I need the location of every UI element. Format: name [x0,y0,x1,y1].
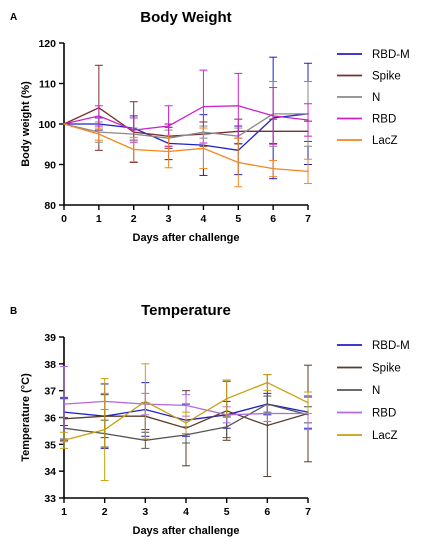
data-point [225,397,228,400]
x-tick-label: 1 [96,213,102,225]
x-tick-label: 0 [61,213,67,225]
data-point [307,401,309,404]
x-axis-label: Days after challenge [133,232,240,244]
series-line [64,113,309,151]
data-point [185,404,187,407]
series-line [63,113,308,139]
body-weight-panel: A Body Weight 80 90 100 110 120 0 1 2 3 4 5 6 7 Days af… [10,9,410,244]
data-point [307,119,309,121]
panel-letter: A [10,12,17,23]
y-tick-label: 80 [44,200,56,212]
legend-label: LacZ [372,430,398,442]
data-point [144,400,147,403]
data-point [144,439,147,442]
x-axis-label: Days after challenge [133,525,240,537]
x-tick-label: 5 [224,506,230,518]
data-point [272,167,274,170]
data-point [185,422,187,424]
x-tick-label: 1 [61,506,67,518]
data-point [132,129,135,131]
legend-label: Spike [372,71,401,83]
y-axis-label: Body weight (%) [20,81,32,167]
data-point [266,412,269,415]
y-tick-label: 39 [44,332,56,344]
y-tick-label: 36 [44,413,56,425]
data-point [266,381,269,384]
series-line [63,123,309,173]
y-tick-label: 110 [39,79,56,91]
chart-title: Body Weight [140,9,231,26]
data-point [132,148,135,151]
x-tick-label: 7 [305,506,311,518]
legend-label: RBD [372,114,396,126]
legend-label: LacZ [372,135,398,147]
data-point [225,426,228,428]
x-tick-label: 3 [166,213,172,225]
x-tick-label: 2 [102,506,108,518]
data-point [272,115,274,117]
panel-letter: B [10,306,17,317]
legend-label: RBD-M [372,49,410,61]
y-tick-label: 35 [44,439,56,451]
data-point [98,115,100,117]
y-tick-label: 100 [38,119,56,131]
data-point [185,434,187,436]
y-tick-label: 37 [44,386,56,398]
x-tick-label: 6 [270,213,276,225]
x-tick-label: 5 [235,213,241,225]
x-tick-label: 4 [201,213,207,225]
x-tick-label: 4 [183,506,189,518]
data-point [237,161,240,164]
data-point [202,105,205,108]
series-line [63,105,309,131]
x-tick-label: 3 [142,506,148,518]
data-point [307,170,309,173]
y-tick-label: 33 [44,493,56,505]
legend-label: N [372,92,380,104]
x-tick-label: 2 [131,213,137,225]
data-point [63,439,65,442]
data-point [266,424,269,427]
legend-label: Spike [372,363,401,375]
data-point [202,147,205,150]
y-tick-label: 38 [44,359,56,371]
data-point [266,403,269,405]
data-point [103,428,106,431]
y-tick-label: 120 [38,38,56,50]
series-lacz [60,363,312,482]
y-tick-label: 90 [44,160,56,172]
series-n [63,80,312,147]
legend-label: RBD-M [372,340,410,352]
series-lacz [63,123,312,188]
y-axis-label: Temperature (°C) [20,373,32,462]
data-point [98,133,100,135]
x-tick-label: 6 [264,506,270,518]
data-point [167,150,170,153]
data-point [237,104,240,107]
legend-label: N [372,385,380,397]
data-point [63,123,65,125]
data-point [63,403,65,405]
chart-title: Temperature [141,302,231,319]
legend-label: RBD [372,408,396,420]
data-point [167,125,170,127]
y-tick-label: 34 [44,466,56,478]
x-tick-label: 7 [305,213,311,225]
